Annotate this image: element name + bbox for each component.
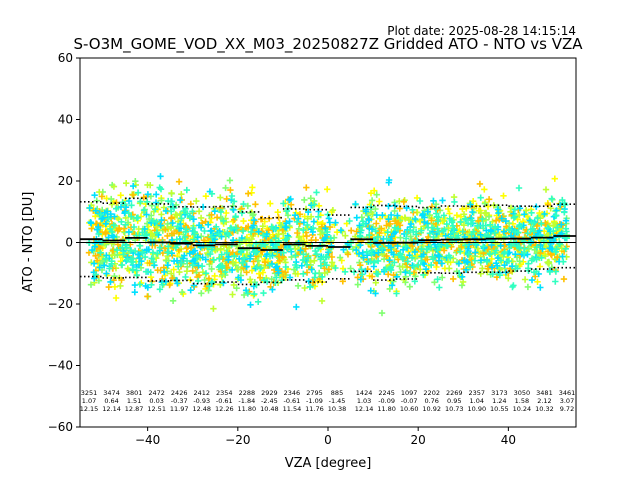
bin-stat-std: 11.97 (170, 405, 189, 413)
bin-stat-count: 2426 (171, 389, 188, 397)
bin-stat-count: 1424 (356, 389, 373, 397)
bin-stat-std: 10.24 (513, 405, 532, 413)
bin-stat-std: 12.51 (147, 405, 166, 413)
bin-stat-std: 12.48 (192, 405, 211, 413)
bin-stat-mean: 0.64 (104, 397, 118, 405)
bin-stat-std: 12.14 (355, 405, 374, 413)
plot-date: Plot date: 2025-08-28 14:15:14 (387, 24, 576, 38)
bin-stat-mean: 3.07 (560, 397, 574, 405)
bin-stat-std: 10.92 (422, 405, 441, 413)
bin-stat-mean: -2.45 (261, 397, 278, 405)
y-tick-label: −40 (48, 359, 73, 373)
bin-stat-std: 10.38 (328, 405, 347, 413)
y-tick-label: 0 (65, 236, 73, 250)
x-tick-label: −20 (225, 433, 250, 447)
statistic-lines (80, 197, 576, 284)
bin-stat-std: 11.76 (305, 405, 324, 413)
bin-stat-count: 3050 (514, 389, 531, 397)
bin-stat-count: 2354 (216, 389, 233, 397)
bin-stat-count: 885 (331, 389, 343, 397)
y-tick-label: −20 (48, 297, 73, 311)
bin-stat-count: 3173 (491, 389, 508, 397)
bin-stat-mean: -1.09 (306, 397, 323, 405)
y-tick-label: 60 (58, 51, 73, 65)
bin-stat-count: 3461 (559, 389, 576, 397)
scatter-points (85, 173, 571, 317)
bin-stat-count: 2472 (148, 389, 165, 397)
bin-statistics: 32511.0712.1534740.6412.1438011.5112.872… (80, 389, 576, 413)
bin-stat-std: 10.73 (445, 405, 464, 413)
bin-stat-count: 2202 (423, 389, 440, 397)
bin-stat-mean: 1.07 (82, 397, 96, 405)
bin-stat-count: 3251 (81, 389, 98, 397)
bin-stat-mean: -1.45 (329, 397, 346, 405)
x-tick-label: 20 (411, 433, 426, 447)
bin-stat-std: 11.80 (238, 405, 257, 413)
bin-stat-mean: 2.12 (537, 397, 551, 405)
bin-stat-count: 2245 (378, 389, 395, 397)
bin-stat-std: 10.32 (535, 405, 554, 413)
x-tick-label: 40 (501, 433, 516, 447)
x-axis-ticks: −40 −20 0 20 40 (135, 427, 516, 447)
bin-stat-std: 10.55 (490, 405, 509, 413)
y-tick-label: 40 (58, 113, 73, 127)
scatter-markers (85, 184, 570, 305)
bin-stat-std: 10.60 (400, 405, 419, 413)
bin-stat-count: 3481 (536, 389, 553, 397)
bin-stat-std: 10.90 (467, 405, 486, 413)
bin-stat-count: 2357 (469, 389, 486, 397)
bin-stat-std: 12.87 (125, 405, 144, 413)
x-axis-label: VZA [degree] (285, 456, 372, 471)
bin-stat-mean: 1.03 (357, 397, 371, 405)
bin-stat-mean: -0.09 (378, 397, 395, 405)
bin-stat-std: 10.48 (260, 405, 279, 413)
bin-stat-count: 1097 (401, 389, 418, 397)
bin-stat-mean: -0.61 (216, 397, 233, 405)
y-tick-label: 20 (58, 174, 73, 188)
bin-stat-count: 3474 (103, 389, 120, 397)
bin-stat-mean: 0.95 (447, 397, 461, 405)
bin-stat-count: 2346 (284, 389, 301, 397)
bin-stat-count: 3801 (126, 389, 143, 397)
bin-stat-count: 2929 (261, 389, 278, 397)
bin-stat-mean: 1.24 (492, 397, 506, 405)
bin-stat-mean: -0.61 (284, 397, 301, 405)
x-tick-label: 0 (324, 433, 332, 447)
bin-stat-mean: 0.03 (149, 397, 163, 405)
bin-stat-count: 2288 (239, 389, 256, 397)
bin-stat-mean: 1.51 (127, 397, 141, 405)
bin-stat-count: 2412 (193, 389, 210, 397)
bin-stat-count: 2269 (446, 389, 463, 397)
bin-stat-mean: 1.58 (515, 397, 529, 405)
bin-stat-count: 2795 (306, 389, 323, 397)
bin-stat-std: 12.14 (102, 405, 121, 413)
bin-stat-std: 11.54 (283, 405, 302, 413)
bin-stat-mean: -0.07 (401, 397, 418, 405)
bin-stat-mean: -0.93 (193, 397, 210, 405)
y-axis-label: ATO - NTO [DU] (21, 192, 36, 293)
bin-stat-mean: -1.84 (238, 397, 255, 405)
bin-stat-std: 11.80 (377, 405, 396, 413)
y-axis-ticks: −60 −40 −20 0 20 40 60 (48, 51, 80, 434)
x-tick-label: −40 (135, 433, 160, 447)
bin-stat-std: 9.72 (560, 405, 574, 413)
bin-stat-mean: 0.76 (424, 397, 438, 405)
bin-stat-mean: -0.37 (171, 397, 188, 405)
bin-stat-std: 12.15 (80, 405, 99, 413)
chart-title: S-O3M_GOME_VOD_XX_M03_20250827Z Gridded … (73, 35, 583, 54)
y-tick-label: −60 (48, 420, 73, 434)
bin-stat-std: 12.26 (215, 405, 234, 413)
bin-stat-mean: 1.04 (470, 397, 484, 405)
